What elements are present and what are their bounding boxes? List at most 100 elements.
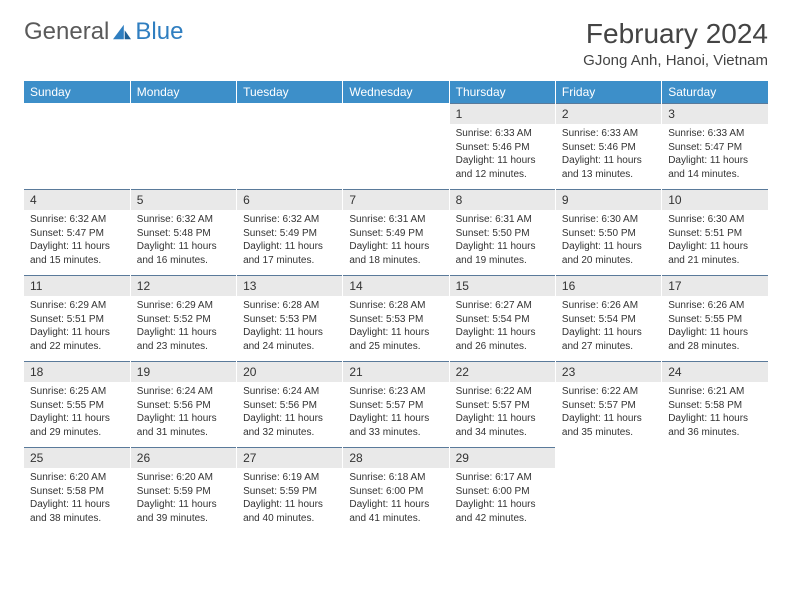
- calendar-week: 25Sunrise: 6:20 AMSunset: 5:58 PMDayligh…: [24, 447, 768, 533]
- sunrise-text: Sunrise: 6:21 AM: [668, 385, 762, 399]
- sunrise-text: Sunrise: 6:23 AM: [349, 385, 442, 399]
- day-number: [343, 103, 448, 124]
- day-info: Sunrise: 6:21 AMSunset: 5:58 PMDaylight:…: [662, 382, 768, 439]
- day-info: Sunrise: 6:31 AMSunset: 5:50 PMDaylight:…: [450, 210, 555, 267]
- sunrise-text: Sunrise: 6:19 AM: [243, 471, 336, 485]
- calendar-cell: 28Sunrise: 6:18 AMSunset: 6:00 PMDayligh…: [343, 447, 449, 533]
- weekday-header: Tuesday: [237, 81, 343, 103]
- day-info: Sunrise: 6:24 AMSunset: 5:56 PMDaylight:…: [131, 382, 236, 439]
- sunrise-text: Sunrise: 6:26 AM: [562, 299, 655, 313]
- sunrise-text: Sunrise: 6:33 AM: [562, 127, 655, 141]
- calendar-week: 11Sunrise: 6:29 AMSunset: 5:51 PMDayligh…: [24, 275, 768, 361]
- sunrise-text: Sunrise: 6:31 AM: [349, 213, 442, 227]
- day-number: [662, 447, 768, 468]
- calendar-cell: 14Sunrise: 6:28 AMSunset: 5:53 PMDayligh…: [343, 275, 449, 361]
- sunrise-text: Sunrise: 6:24 AM: [137, 385, 230, 399]
- daylight-text: Daylight: 11 hours and 12 minutes.: [456, 154, 549, 181]
- day-number: [556, 447, 661, 468]
- daylight-text: Daylight: 11 hours and 15 minutes.: [30, 240, 124, 267]
- sunset-text: Sunset: 5:56 PM: [137, 399, 230, 413]
- daylight-text: Daylight: 11 hours and 25 minutes.: [349, 326, 442, 353]
- sunset-text: Sunset: 5:47 PM: [30, 227, 124, 241]
- sunset-text: Sunset: 6:00 PM: [349, 485, 442, 499]
- daylight-text: Daylight: 11 hours and 21 minutes.: [668, 240, 762, 267]
- day-info: Sunrise: 6:23 AMSunset: 5:57 PMDaylight:…: [343, 382, 448, 439]
- sunset-text: Sunset: 5:59 PM: [243, 485, 336, 499]
- day-number: [24, 103, 130, 124]
- day-number: 17: [662, 275, 768, 296]
- calendar-cell: 12Sunrise: 6:29 AMSunset: 5:52 PMDayligh…: [130, 275, 236, 361]
- calendar-cell: 27 Sunrise: 6:19 AMSunset: 5:59 PMDayligh…: [237, 447, 343, 533]
- sunrise-text: Sunrise: 6:30 AM: [668, 213, 762, 227]
- daylight-text: Daylight: 11 hours and 16 minutes.: [137, 240, 230, 267]
- calendar-cell: 26Sunrise: 6:20 AMSunset: 5:59 PMDayligh…: [130, 447, 236, 533]
- sunrise-text: Sunrise: 6:22 AM: [456, 385, 549, 399]
- calendar-cell: 22Sunrise: 6:22 AMSunset: 5:57 PMDayligh…: [449, 361, 555, 447]
- calendar-cell: 23Sunrise: 6:22 AMSunset: 5:57 PMDayligh…: [555, 361, 661, 447]
- day-number: 27: [237, 447, 342, 468]
- day-info: Sunrise: 6:18 AMSunset: 6:00 PMDaylight:…: [343, 468, 448, 525]
- calendar-cell: 1Sunrise: 6:33 AMSunset: 5:46 PMDaylight…: [449, 103, 555, 189]
- sunrise-text: Sunrise: 6:32 AM: [243, 213, 336, 227]
- calendar-cell: 20Sunrise: 6:24 AMSunset: 5:56 PMDayligh…: [237, 361, 343, 447]
- sunset-text: Sunset: 5:53 PM: [349, 313, 442, 327]
- day-number: 9: [556, 189, 661, 210]
- sunrise-text: Sunrise: 6:20 AM: [30, 471, 124, 485]
- calendar-week: 1Sunrise: 6:33 AMSunset: 5:46 PMDaylight…: [24, 103, 768, 189]
- sunset-text: Sunset: 5:57 PM: [349, 399, 442, 413]
- calendar-cell: 25Sunrise: 6:20 AMSunset: 5:58 PMDayligh…: [24, 447, 130, 533]
- daylight-text: Daylight: 11 hours and 29 minutes.: [30, 412, 124, 439]
- sunrise-text: Sunrise: 6:25 AM: [30, 385, 124, 399]
- sunrise-text: Sunrise: 6:18 AM: [349, 471, 442, 485]
- sunset-text: Sunset: 5:59 PM: [137, 485, 230, 499]
- day-number: 11: [24, 275, 130, 296]
- sunset-text: Sunset: 5:49 PM: [349, 227, 442, 241]
- day-number: 26: [131, 447, 236, 468]
- day-number: 3: [662, 103, 768, 124]
- weekday-header: Sunday: [24, 81, 130, 103]
- daylight-text: Daylight: 11 hours and 40 minutes.: [243, 498, 336, 525]
- day-info: Sunrise: 6:33 AMSunset: 5:46 PMDaylight:…: [450, 124, 555, 181]
- calendar-cell: 10Sunrise: 6:30 AMSunset: 5:51 PMDayligh…: [662, 189, 768, 275]
- calendar-cell: 3Sunrise: 6:33 AMSunset: 5:47 PMDaylight…: [662, 103, 768, 189]
- daylight-text: Daylight: 11 hours and 13 minutes.: [562, 154, 655, 181]
- day-number: 14: [343, 275, 448, 296]
- day-number: 18: [24, 361, 130, 382]
- day-number: 25: [24, 447, 130, 468]
- calendar-cell: 6Sunrise: 6:32 AMSunset: 5:49 PMDaylight…: [237, 189, 343, 275]
- daylight-text: Daylight: 11 hours and 32 minutes.: [243, 412, 336, 439]
- sunrise-text: Sunrise: 6:32 AM: [137, 213, 230, 227]
- day-number: 5: [131, 189, 236, 210]
- sunset-text: Sunset: 5:55 PM: [668, 313, 762, 327]
- day-number: [237, 103, 342, 124]
- daylight-text: Daylight: 11 hours and 34 minutes.: [456, 412, 549, 439]
- day-number: 2: [556, 103, 661, 124]
- daylight-text: Daylight: 11 hours and 22 minutes.: [30, 326, 124, 353]
- sunrise-text: Sunrise: 6:20 AM: [137, 471, 230, 485]
- daylight-text: Daylight: 11 hours and 20 minutes.: [562, 240, 655, 267]
- logo: General Blue: [24, 18, 183, 46]
- day-number: [131, 103, 236, 124]
- sunset-text: Sunset: 5:47 PM: [668, 141, 762, 155]
- day-info: Sunrise: 6:31 AMSunset: 5:49 PMDaylight:…: [343, 210, 448, 267]
- calendar-cell: [555, 447, 661, 533]
- sunrise-text: Sunrise: 6:29 AM: [30, 299, 124, 313]
- daylight-text: Daylight: 11 hours and 27 minutes.: [562, 326, 655, 353]
- sunset-text: Sunset: 5:51 PM: [30, 313, 124, 327]
- sunset-text: Sunset: 5:54 PM: [562, 313, 655, 327]
- sunset-text: Sunset: 5:58 PM: [668, 399, 762, 413]
- page-header: General Blue February 2024 GJong Anh, Ha…: [24, 18, 768, 69]
- sunrise-text: Sunrise: 6:24 AM: [243, 385, 336, 399]
- daylight-text: Daylight: 11 hours and 28 minutes.: [668, 326, 762, 353]
- sunrise-text: Sunrise: 6:33 AM: [668, 127, 762, 141]
- sunset-text: Sunset: 5:55 PM: [30, 399, 124, 413]
- calendar-cell: 17Sunrise: 6:26 AMSunset: 5:55 PMDayligh…: [662, 275, 768, 361]
- sunset-text: Sunset: 5:50 PM: [562, 227, 655, 241]
- weekday-header: Monday: [130, 81, 236, 103]
- month-title: February 2024: [583, 18, 768, 50]
- daylight-text: Daylight: 11 hours and 19 minutes.: [456, 240, 549, 267]
- daylight-text: Daylight: 11 hours and 26 minutes.: [456, 326, 549, 353]
- day-number: 1: [450, 103, 555, 124]
- day-info: Sunrise: 6:28 AMSunset: 5:53 PMDaylight:…: [237, 296, 342, 353]
- day-info: Sunrise: 6:20 AMSunset: 5:59 PMDaylight:…: [131, 468, 236, 525]
